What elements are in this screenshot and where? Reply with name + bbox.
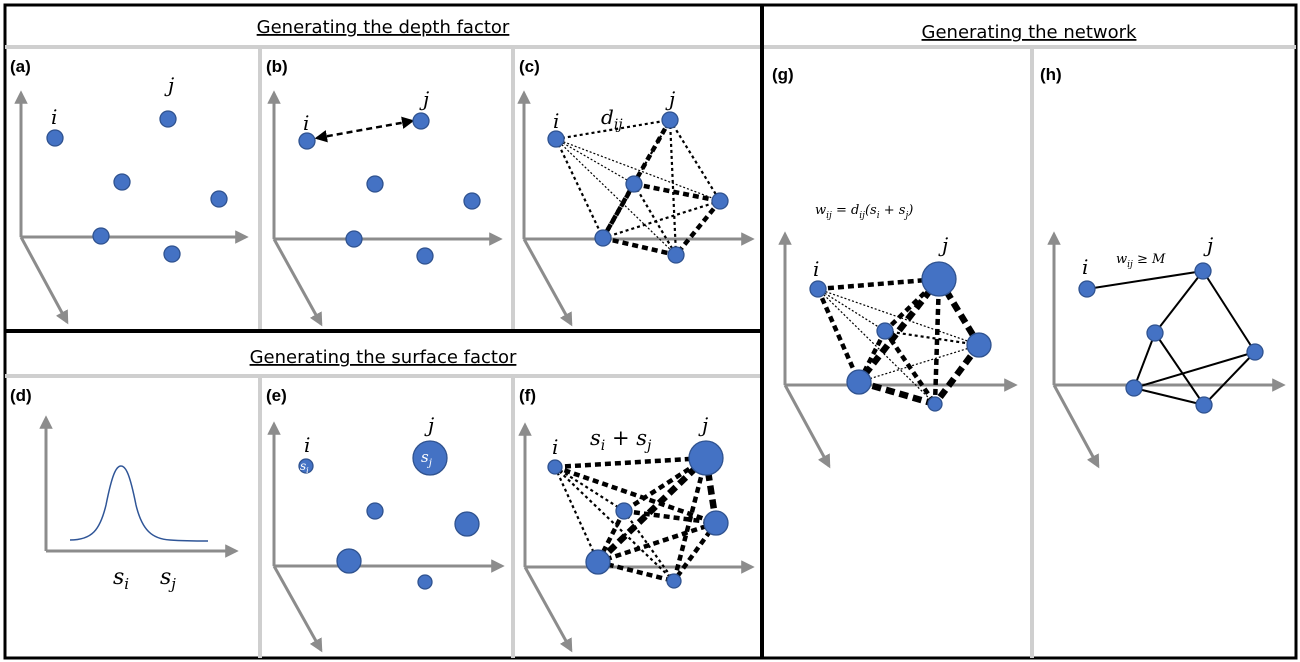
axes <box>39 415 239 558</box>
network-section-title: Generating the network <box>922 22 1137 43</box>
axes <box>778 231 1018 469</box>
distribution-curve <box>69 465 209 542</box>
node-j <box>688 440 724 476</box>
node-j <box>1194 262 1212 280</box>
panel-f: i j si + sj <box>518 413 755 653</box>
label-i: i <box>51 105 57 129</box>
edges <box>555 118 722 258</box>
node <box>1246 343 1264 361</box>
panel-e: i j si sj <box>267 413 505 653</box>
node <box>345 230 363 248</box>
panel-label-c: (c) <box>519 57 540 76</box>
node <box>1195 396 1213 414</box>
label-j: j <box>1203 233 1213 257</box>
node <box>163 245 181 263</box>
node <box>846 369 872 395</box>
threshold-label: wij ≥ M <box>1116 252 1166 270</box>
label-i: i <box>553 109 559 133</box>
node-i <box>298 458 314 474</box>
panel-label-d: (d) <box>10 386 32 405</box>
node-label-s-i: si <box>300 459 309 475</box>
frame <box>3 3 1298 660</box>
panel-g: wij = dij(si + sj) i j <box>778 203 1018 469</box>
node <box>366 502 384 520</box>
node-j <box>412 112 430 130</box>
edges <box>553 455 720 584</box>
node <box>92 227 110 245</box>
node <box>463 192 481 210</box>
panel-label-h: (h) <box>1040 65 1062 84</box>
node-label-s-j: sj <box>421 448 432 469</box>
edges <box>1086 270 1256 406</box>
label-j: j <box>164 73 174 97</box>
axes <box>517 90 755 327</box>
label-i: i <box>1082 255 1088 279</box>
node <box>366 175 384 193</box>
axes <box>14 90 249 325</box>
node <box>594 229 612 247</box>
label-s-i: si <box>113 565 129 593</box>
panel-label-b: (b) <box>266 57 288 76</box>
node <box>711 192 729 210</box>
label-j: j <box>698 413 708 437</box>
label-d-ij: dij <box>601 105 623 133</box>
label-j: j <box>424 413 434 437</box>
node <box>210 190 228 208</box>
node <box>454 511 480 537</box>
panel-label-g: (g) <box>772 65 794 84</box>
node <box>1125 379 1143 397</box>
label-j: j <box>938 233 948 257</box>
axes <box>1047 231 1286 469</box>
label-s-j: sj <box>160 565 176 593</box>
axes <box>267 90 503 327</box>
label-i: i <box>813 257 819 281</box>
node-i <box>547 459 563 475</box>
node-i <box>547 130 565 148</box>
label-i: i <box>304 433 310 457</box>
label-i: i <box>552 435 558 459</box>
node-j <box>661 111 679 129</box>
edges <box>815 276 982 408</box>
node <box>585 549 611 575</box>
weight-formula: wij = dij(si + sj) <box>815 203 913 221</box>
axes <box>267 421 505 653</box>
node <box>666 573 682 589</box>
node <box>703 510 729 536</box>
node <box>336 548 362 574</box>
node-i <box>46 129 64 147</box>
panel-label-a: (a) <box>10 57 31 76</box>
panel-label-e: (e) <box>266 386 287 405</box>
axes <box>518 422 755 653</box>
distance-arrow <box>314 116 415 143</box>
panel-a: i j <box>14 73 249 325</box>
node <box>417 574 433 590</box>
panel-c: i j dij <box>517 87 755 327</box>
panel-h: wij ≥ M i j <box>1047 231 1286 469</box>
node <box>615 502 633 520</box>
node <box>927 396 943 412</box>
node <box>416 247 434 265</box>
node-i <box>809 280 827 298</box>
node <box>113 173 131 191</box>
node <box>1146 324 1164 342</box>
node-i <box>298 132 316 150</box>
panel-d: si sj <box>39 415 239 593</box>
panel-label-f: (f) <box>519 386 536 405</box>
node <box>625 175 643 193</box>
node-j <box>412 440 448 476</box>
node-i <box>1078 280 1096 298</box>
label-i: i <box>303 111 309 135</box>
label-si-plus-sj: si + sj <box>590 426 652 454</box>
panel-b: i j <box>267 87 503 327</box>
node-j <box>159 110 177 128</box>
surface-section-title: Generating the surface factor <box>250 347 517 368</box>
node <box>667 246 685 264</box>
depth-section-title: Generating the depth factor <box>257 17 510 38</box>
node <box>966 332 992 358</box>
node <box>876 322 894 340</box>
node-j <box>921 261 957 297</box>
label-j: j <box>665 87 675 111</box>
label-j: j <box>419 87 429 111</box>
